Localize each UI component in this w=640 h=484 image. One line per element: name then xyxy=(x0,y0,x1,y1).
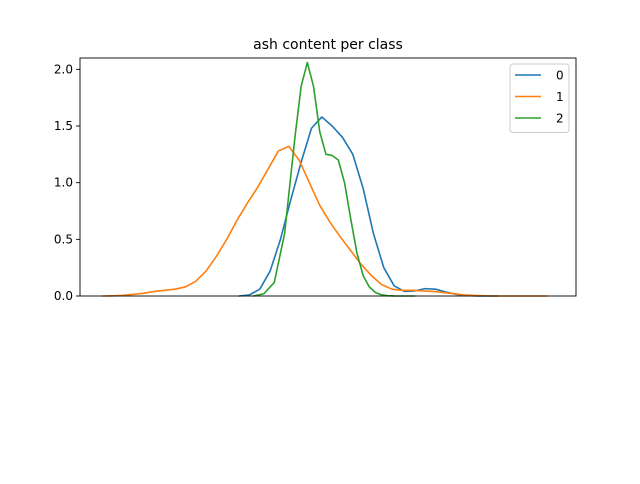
legend-label-0: 0 xyxy=(556,69,564,83)
legend-label-2: 2 xyxy=(556,112,564,126)
plot-area xyxy=(101,61,548,297)
series-line-2 xyxy=(252,61,416,297)
y-tick-label: 0.5 xyxy=(54,232,73,246)
legend: 0 1 2 xyxy=(509,63,570,133)
chart-title: ash content per class xyxy=(253,37,403,53)
y-tick-label: 0.0 xyxy=(54,289,73,303)
plot-frame xyxy=(79,57,577,297)
legend-label-1: 1 xyxy=(556,90,564,104)
y-tick-label: 2.0 xyxy=(54,62,73,76)
y-axis: 0.0 0.5 1.0 1.5 2.0 xyxy=(54,57,577,303)
y-tick-label: 1.0 xyxy=(54,176,73,190)
legend-box xyxy=(509,63,570,133)
series-line-1 xyxy=(101,145,548,297)
y-tick-label: 1.5 xyxy=(54,119,73,133)
